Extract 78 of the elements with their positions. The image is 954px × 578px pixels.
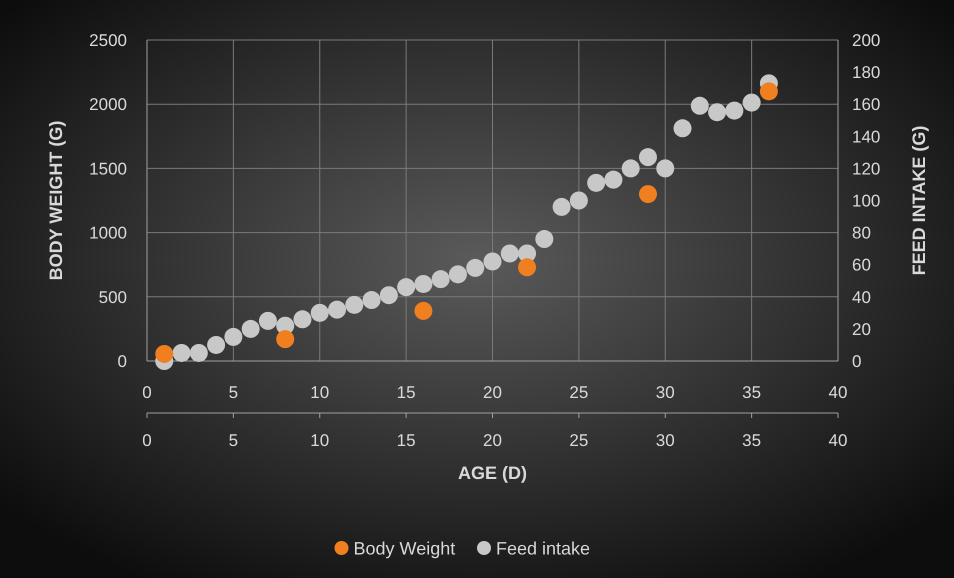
x-tick-label: 15 [396,382,416,402]
point [397,278,416,296]
y-axis-title: BODY WEIGHT (G) [46,120,66,280]
x-tick-label: 25 [569,382,588,402]
point [484,252,502,270]
y2-tick-label: 200 [852,30,880,50]
legend-label: Feed intake [496,538,590,558]
point [725,102,744,120]
point [587,174,606,192]
x-tick-label: 20 [483,382,502,402]
point [760,82,778,100]
point [190,344,208,362]
x2-tick-label: 20 [483,430,502,450]
x2-tick-label: 30 [656,430,675,450]
point [674,119,692,138]
x-tick-label: 35 [742,382,762,402]
point [690,96,709,115]
point [742,94,761,112]
y-tick-label: 1000 [89,224,127,243]
y2-axis-title: FEED INTAKE (G) [909,126,929,276]
y2-tick-label: 20 [852,320,871,339]
point [570,192,588,210]
x2-tick-label: 25 [569,430,588,450]
point [224,328,242,346]
point [172,344,191,362]
x-tick-label: 5 [228,382,238,402]
y2-tick-label: 40 [852,288,871,307]
y-tick-label: 2000 [89,95,127,114]
y2-tick-label: 0 [852,352,862,371]
point [552,198,571,216]
x-tick-label: 30 [656,382,675,402]
y2-tick-label: 120 [852,159,880,178]
point [414,274,432,293]
x-tick-label: 40 [828,382,848,402]
point [448,265,467,284]
x2-tick-label: 15 [396,430,416,450]
x2-tick-label: 40 [828,430,848,450]
x2-tick-label: 10 [310,430,330,450]
x-tick-label: 0 [142,382,152,402]
point [432,270,450,288]
point [276,330,294,348]
point [258,312,277,330]
point [414,302,432,320]
point [293,310,312,328]
y-tick-label: 1500 [89,159,127,178]
point [466,258,484,277]
x2-tick-label: 5 [228,430,238,450]
point [708,103,726,122]
y2-tick-label: 60 [852,256,871,275]
point [518,258,536,276]
y2-tick-label: 140 [852,127,880,146]
point [345,296,364,314]
x2-tick-label: 35 [742,430,762,450]
point [638,185,657,204]
point [242,320,260,338]
point [362,291,381,310]
point [622,159,640,178]
point [155,344,174,363]
y-tick-label: 0 [118,352,127,371]
x-axis-title: AGE (D) [458,463,527,483]
y-tick-label: 500 [98,288,127,307]
point [638,148,657,166]
y2-tick-label: 80 [852,224,871,243]
point [656,159,674,178]
point [207,336,226,354]
x2-tick-label: 0 [142,430,152,450]
y2-tick-label: 180 [852,63,880,82]
point [380,286,398,304]
x-tick-label: 10 [310,382,330,402]
point [535,230,554,248]
y2-tick-label: 160 [852,95,880,114]
point [604,170,622,189]
y-tick-label: 2500 [89,30,127,50]
point [328,300,346,319]
legend-label: Body Weight [354,538,456,558]
point [500,244,519,262]
y2-tick-label: 100 [852,191,880,210]
point [310,304,329,322]
